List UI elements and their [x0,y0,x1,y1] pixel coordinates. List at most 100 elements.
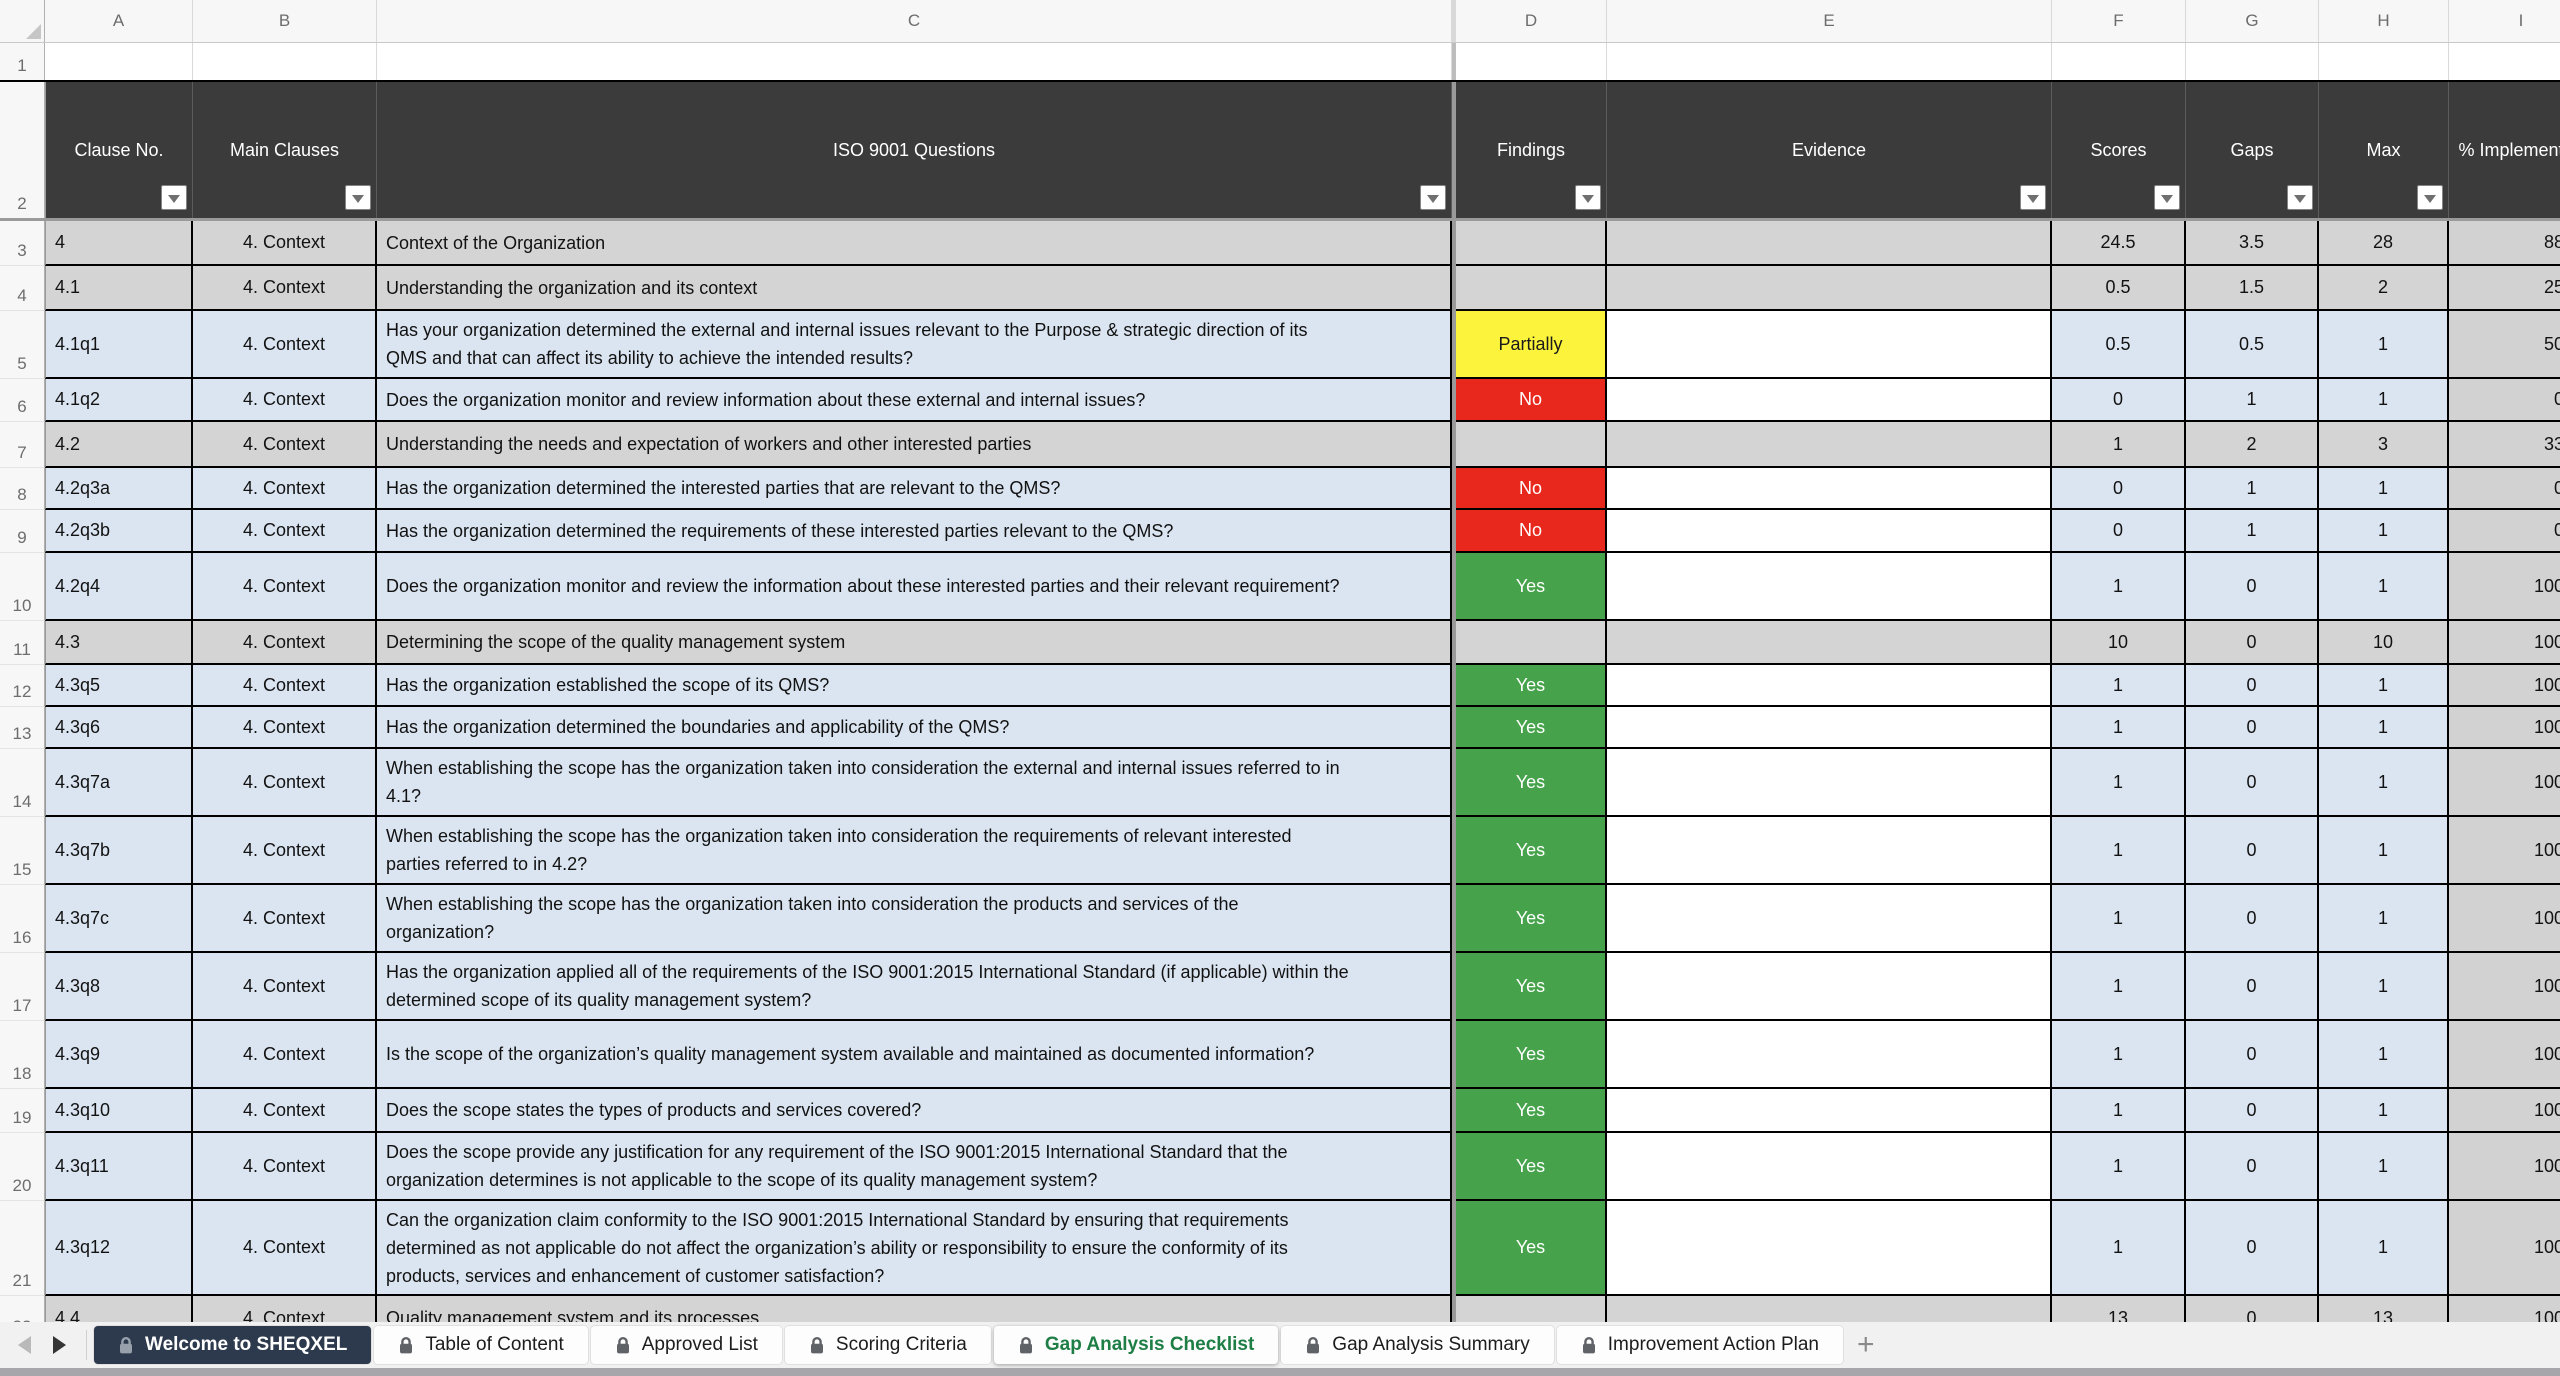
column-letter-h[interactable]: H [2319,0,2449,42]
row-number[interactable]: 19 [0,1089,45,1133]
cell-gaps[interactable]: 1 [2186,468,2319,510]
cell-question[interactable]: Quality management system and its proces… [377,1296,1452,1322]
empty-cell[interactable] [2449,43,2560,80]
filter-button[interactable] [161,185,187,210]
cell-question[interactable]: When establishing the scope has the orga… [377,749,1452,817]
cell-main-clause[interactable]: 4. Context [193,221,377,266]
cell-gaps[interactable]: 2 [2186,422,2319,468]
cell-gaps[interactable]: 0 [2186,1133,2319,1201]
cell-main-clause[interactable]: 4. Context [193,266,377,311]
empty-cell[interactable] [1456,43,1607,80]
cell-gaps[interactable]: 0 [2186,1089,2319,1133]
cell-max[interactable]: 13 [2319,1296,2449,1322]
cell-question[interactable]: Has the organization determined the boun… [377,707,1452,749]
cell-clause-no[interactable]: 4.3q8 [45,953,193,1021]
cell-question[interactable]: Understanding the organization and its c… [377,266,1452,311]
cell-main-clause[interactable]: 4. Context [193,1296,377,1322]
cell-main-clause[interactable]: 4. Context [193,749,377,817]
cell-main-clause[interactable]: 4. Context [193,885,377,953]
column-letter-i[interactable]: I [2449,0,2560,42]
cell-percent-implemented[interactable]: 100% [2449,665,2560,707]
sheet-tab[interactable]: Gap Analysis Checklist [993,1326,1279,1364]
empty-cell[interactable] [193,43,377,80]
cell-main-clause[interactable]: 4. Context [193,1133,377,1201]
cell-percent-implemented[interactable]: 88% [2449,221,2560,266]
cell-clause-no[interactable]: 4.3q7b [45,817,193,885]
row-number[interactable]: 8 [0,468,45,510]
cell-evidence[interactable] [1607,749,2052,817]
cell-percent-implemented[interactable]: 100% [2449,817,2560,885]
cell-evidence[interactable] [1607,885,2052,953]
cell-evidence[interactable] [1607,468,2052,510]
cell-evidence[interactable] [1607,510,2052,553]
cell-max[interactable]: 1 [2319,665,2449,707]
cell-max[interactable]: 1 [2319,468,2449,510]
cell-finding[interactable] [1456,221,1607,266]
cell-clause-no[interactable]: 4.3q7c [45,885,193,953]
cell-finding[interactable]: Yes [1456,817,1607,885]
row-number[interactable]: 22 [0,1296,45,1322]
cell-question[interactable]: When establishing the scope has the orga… [377,885,1452,953]
cell-scores[interactable]: 1 [2052,1089,2186,1133]
filter-button[interactable] [1575,185,1601,210]
cell-percent-implemented[interactable]: 0% [2449,510,2560,553]
column-letter-f[interactable]: F [2052,0,2186,42]
empty-cell[interactable] [2186,43,2319,80]
column-letter-c[interactable]: C [377,0,1452,42]
cell-finding[interactable]: Partially [1456,311,1607,379]
row-number[interactable]: 10 [0,553,45,621]
cell-gaps[interactable]: 3.5 [2186,221,2319,266]
column-letter-g[interactable]: G [2186,0,2319,42]
cell-question[interactable]: Has the organization applied all of the … [377,953,1452,1021]
cell-evidence[interactable] [1607,1021,2052,1089]
empty-cell[interactable] [377,43,1452,80]
row-number[interactable]: 2 [0,82,45,218]
cell-clause-no[interactable]: 4 [45,221,193,266]
cell-clause-no[interactable]: 4.1q2 [45,379,193,422]
row-number[interactable]: 18 [0,1021,45,1089]
column-letter-b[interactable]: B [193,0,377,42]
empty-cell[interactable] [1607,43,2052,80]
cell-question[interactable]: Context of the Organization [377,221,1452,266]
cell-scores[interactable]: 1 [2052,953,2186,1021]
column-letter-a[interactable]: A [45,0,193,42]
column-letter-d[interactable]: D [1456,0,1607,42]
sheet-tab[interactable]: Gap Analysis Summary [1281,1326,1554,1364]
cell-main-clause[interactable]: 4. Context [193,379,377,422]
cell-finding[interactable]: Yes [1456,953,1607,1021]
cell-finding[interactable]: Yes [1456,1021,1607,1089]
cell-percent-implemented[interactable]: 50% [2449,311,2560,379]
cell-evidence[interactable] [1607,379,2052,422]
cell-scores[interactable]: 1 [2052,1201,2186,1296]
cell-gaps[interactable]: 0 [2186,707,2319,749]
cell-scores[interactable]: 1 [2052,553,2186,621]
cell-percent-implemented[interactable]: 100% [2449,553,2560,621]
cell-max[interactable]: 28 [2319,221,2449,266]
cell-evidence[interactable] [1607,311,2052,379]
cell-clause-no[interactable]: 4.3q11 [45,1133,193,1201]
cell-scores[interactable]: 1 [2052,422,2186,468]
cell-max[interactable]: 3 [2319,422,2449,468]
cell-question[interactable]: Does the organization monitor and review… [377,553,1452,621]
filter-button[interactable] [345,185,371,210]
cell-clause-no[interactable]: 4.3q10 [45,1089,193,1133]
cell-question[interactable]: Determining the scope of the quality man… [377,621,1452,665]
row-number[interactable]: 1 [0,43,45,80]
cell-evidence[interactable] [1607,422,2052,468]
row-number[interactable]: 21 [0,1201,45,1296]
cell-clause-no[interactable]: 4.2q3b [45,510,193,553]
cell-question[interactable]: Has your organization determined the ext… [377,311,1452,379]
cell-question[interactable]: Understanding the needs and expectation … [377,422,1452,468]
cell-evidence[interactable] [1607,1089,2052,1133]
cell-gaps[interactable]: 1 [2186,510,2319,553]
cell-gaps[interactable]: 0 [2186,885,2319,953]
cell-scores[interactable]: 0.5 [2052,311,2186,379]
cell-max[interactable]: 1 [2319,1089,2449,1133]
cell-finding[interactable]: Yes [1456,553,1607,621]
cell-percent-implemented[interactable]: 100% [2449,1296,2560,1322]
cell-percent-implemented[interactable]: 0% [2449,468,2560,510]
sheet-tab[interactable]: Table of Content [374,1326,588,1364]
cell-percent-implemented[interactable]: 33% [2449,422,2560,468]
cell-main-clause[interactable]: 4. Context [193,621,377,665]
cell-main-clause[interactable]: 4. Context [193,422,377,468]
